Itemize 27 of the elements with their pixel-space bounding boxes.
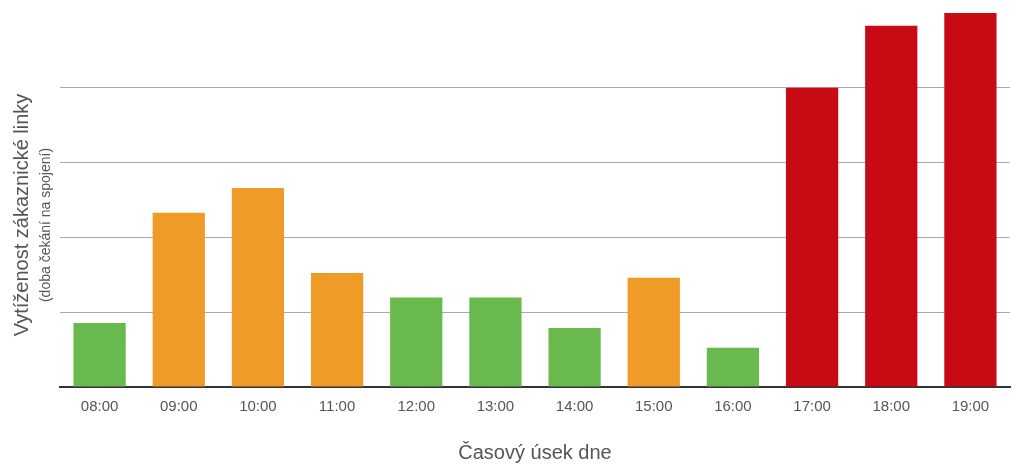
x-tick-label: 12:00 <box>397 397 436 415</box>
x-tick-label: 10:00 <box>239 397 277 415</box>
bar <box>706 347 760 387</box>
y-axis-title: Vytíženost zákaznické linky <box>9 93 32 337</box>
bar <box>231 188 285 387</box>
bar <box>944 13 997 387</box>
text: (doba čekání na spojení) <box>36 147 53 303</box>
x-tick-label: 17:00 <box>793 397 831 415</box>
bar <box>310 272 364 387</box>
bar <box>627 277 680 387</box>
bar <box>865 25 918 387</box>
x-tick-label: 14:00 <box>555 397 594 415</box>
bar <box>469 297 522 387</box>
bar <box>548 327 601 387</box>
bar <box>73 323 126 387</box>
x-tick-label: 15:00 <box>634 397 673 415</box>
x-tick-label: 16:00 <box>714 397 752 415</box>
x-tick-label: 09:00 <box>159 397 198 415</box>
x-tick-label: 18:00 <box>872 397 911 415</box>
x-tick-label: 19:00 <box>951 397 990 415</box>
x-tick-label: 11:00 <box>318 397 356 415</box>
bar <box>152 212 205 387</box>
bar <box>785 87 839 387</box>
x-tick-label: 08:00 <box>80 397 119 415</box>
x-tick-label: 13:00 <box>476 397 515 415</box>
x-axis-title: Časový úsek dne <box>458 440 612 463</box>
bar <box>390 297 443 387</box>
